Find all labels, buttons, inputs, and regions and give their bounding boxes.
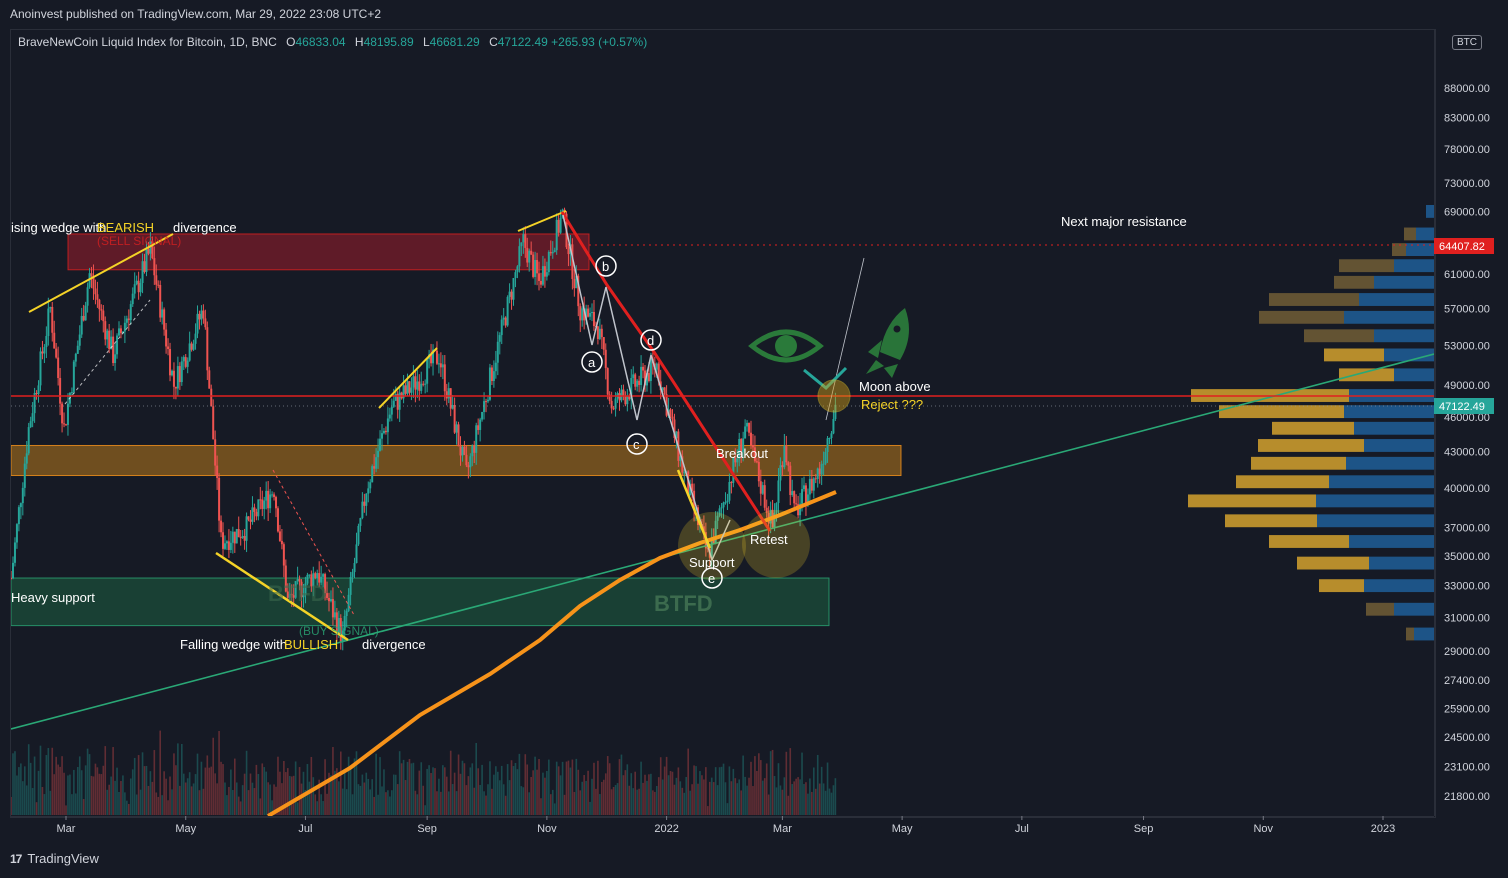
publisher-line: Anoinvest published on TradingView.com, … (10, 7, 382, 21)
brand-name: TradingView (27, 851, 99, 866)
open-value: 46833.04 (295, 35, 346, 49)
close-value: 47122.49 (497, 35, 548, 49)
currency-badge[interactable]: BTC (1452, 35, 1482, 50)
symbol-legend: BraveNewCoin Liquid Index for Bitcoin, 1… (18, 35, 647, 49)
close-label: C (489, 35, 498, 49)
symbol-name: BraveNewCoin Liquid Index for Bitcoin, 1… (18, 35, 277, 49)
high-value: 48195.89 (363, 35, 414, 49)
chart-pane[interactable] (10, 29, 1436, 818)
price-axis[interactable] (1434, 29, 1508, 816)
low-value: 46681.29 (429, 35, 480, 49)
open-label: O (286, 35, 296, 49)
time-axis[interactable] (10, 816, 1434, 841)
change-value: +265.93 (+0.57%) (551, 35, 648, 49)
high-label: H (354, 35, 364, 49)
low-label: L (422, 35, 430, 49)
tradingview-footer[interactable]: 17 TradingView (10, 851, 99, 866)
tradingview-logo-icon: 17 (10, 851, 22, 866)
